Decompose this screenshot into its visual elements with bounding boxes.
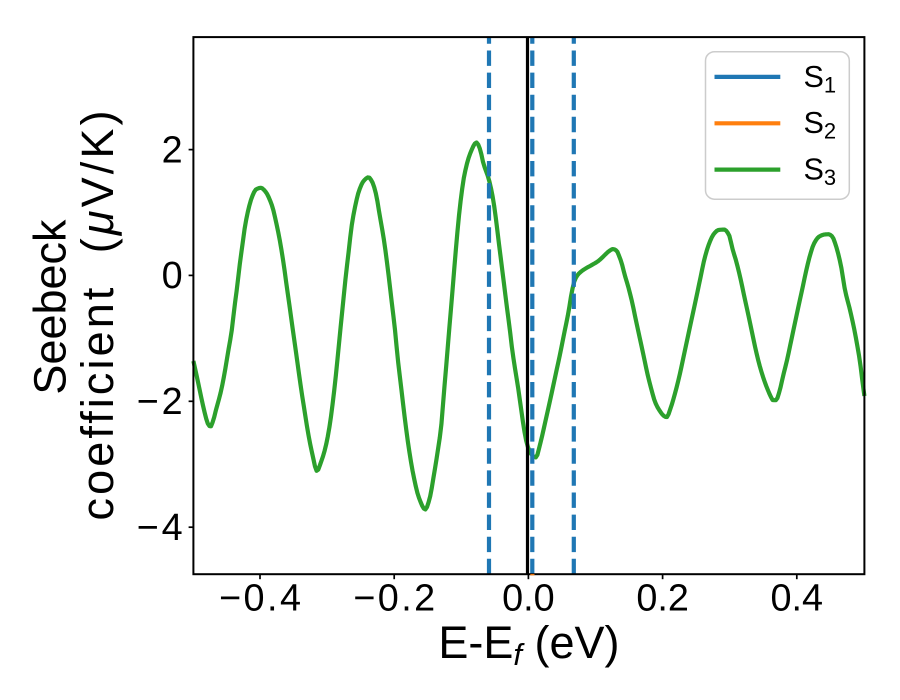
svg-text:0.0: 0.0 xyxy=(502,578,555,620)
svg-text:coefficient (μV/K): coefficient (μV/K) xyxy=(72,111,123,521)
svg-text:0.4: 0.4 xyxy=(771,578,824,620)
svg-text:2: 2 xyxy=(162,129,183,171)
svg-text:S1: S1 xyxy=(804,60,837,98)
svg-text:S3: S3 xyxy=(804,153,837,191)
svg-text:−2: −2 xyxy=(137,381,183,423)
svg-text:0: 0 xyxy=(162,255,183,297)
svg-text:−0.2: −0.2 xyxy=(353,578,435,620)
svg-text:0.2: 0.2 xyxy=(636,578,689,620)
svg-text:−0.4: −0.4 xyxy=(219,578,301,620)
svg-text:E-Ef (eV): E-Ef (eV) xyxy=(438,617,619,672)
svg-text:−4: −4 xyxy=(137,507,183,549)
svg-text:Seebeck: Seebeck xyxy=(25,219,76,395)
